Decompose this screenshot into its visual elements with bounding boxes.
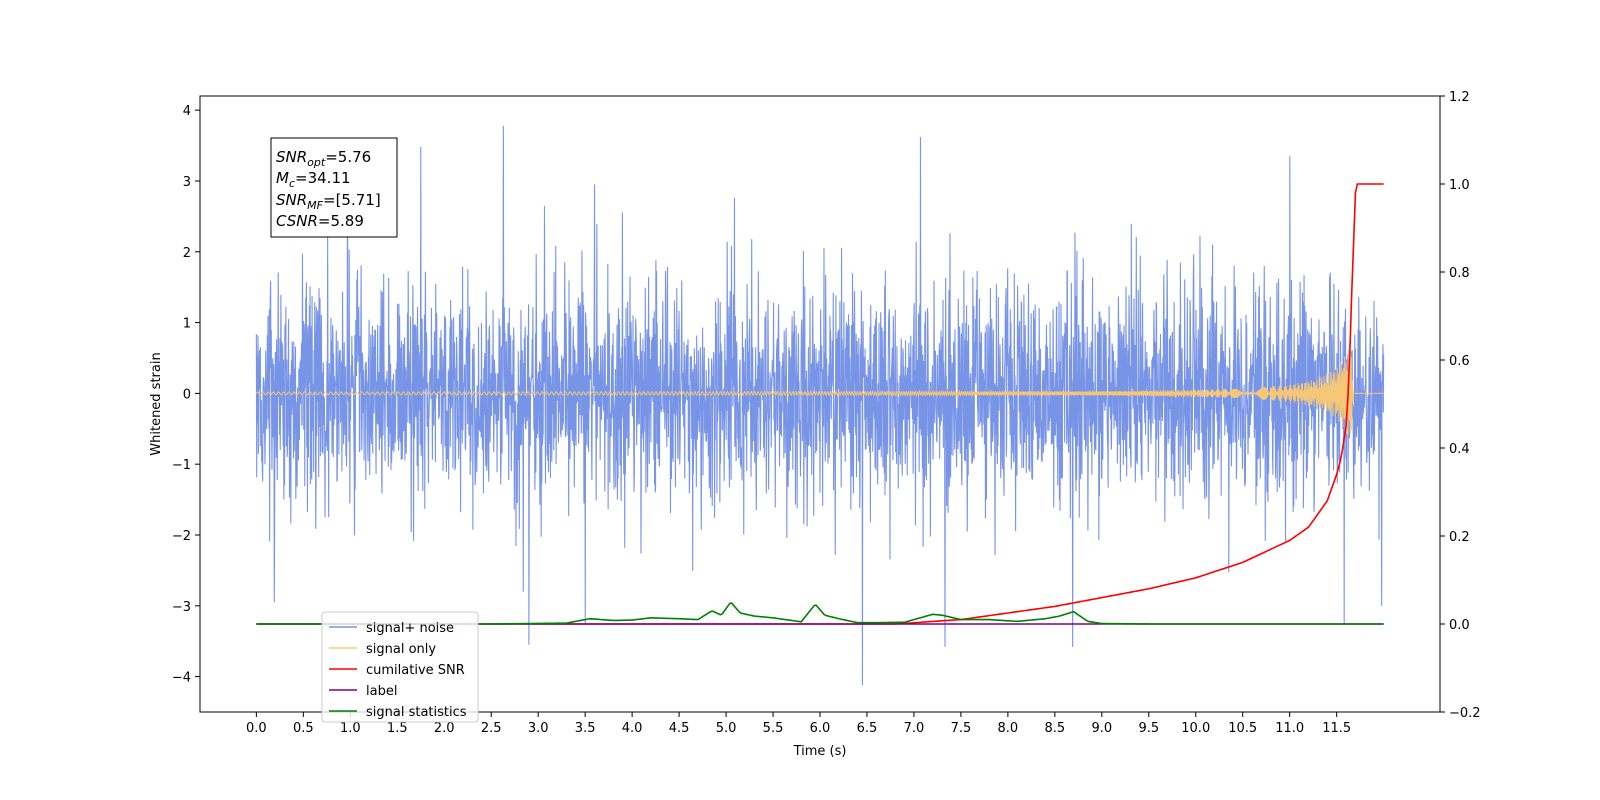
annotation-value: =34.11: [295, 169, 351, 187]
x-tick-label: 10.5: [1228, 721, 1257, 736]
annotation-value: =5.89: [318, 212, 364, 230]
y-tick-label: 2: [183, 246, 191, 261]
y-tick-label: 3: [183, 175, 191, 190]
x-tick-label: 9.0: [1091, 721, 1112, 736]
legend-label: label: [366, 684, 397, 699]
x-tick-label: 1.5: [387, 721, 408, 736]
y-tick-label: 0: [183, 387, 191, 402]
y2-tick-label: 0.6: [1449, 354, 1470, 369]
annotation-symbol: SNR: [276, 148, 307, 166]
legend-label: cumilative SNR: [366, 663, 465, 678]
legend: signal+ noise signal only cumilative SNR la…: [321, 611, 479, 723]
annotation-value: =5.76: [325, 148, 371, 166]
annotation-subscript: opt: [307, 156, 326, 169]
x-tick-label: 11.0: [1275, 721, 1304, 736]
annotation-value: =[5.71]: [323, 191, 381, 209]
x-tick-label: 2.0: [434, 721, 455, 736]
annotation-box: [270, 137, 398, 238]
annotation-subscript: MF: [307, 199, 323, 212]
y2-tick-label: −0.2: [1449, 706, 1481, 721]
x-tick-label: 3.0: [528, 721, 549, 736]
x-tick-label: 5.5: [763, 721, 784, 736]
legend-box: [321, 611, 479, 723]
y-axis-right: 1.2 1.0 0.8 0.6 0.4 0.2 0.0 −0.2: [1440, 90, 1481, 721]
y-axis-label: Whitened strain: [149, 352, 164, 455]
x-tick-label: 6.0: [810, 721, 831, 736]
annotation-line: SNRopt=5.76: [276, 148, 371, 169]
x-tick-label: 8.5: [1045, 721, 1066, 736]
y-axis-left: 4 3 2 1 0 −1 −2 −3 −4: [172, 104, 200, 686]
x-tick-label: 0.5: [293, 721, 314, 736]
x-tick-label: 0.0: [246, 721, 267, 736]
y-tick-label: −4: [172, 671, 191, 686]
x-tick-label: 10.0: [1181, 721, 1210, 736]
y2-tick-label: 1.0: [1449, 178, 1470, 193]
x-tick-label: 1.0: [340, 721, 361, 736]
x-tick-label: 9.5: [1138, 721, 1159, 736]
annotation-line: CSNR=5.89: [276, 212, 364, 230]
x-tick-label: 11.5: [1322, 721, 1351, 736]
series-signal-noise: [255, 125, 1385, 686]
annotation-line: Mc=34.11: [276, 169, 351, 190]
y2-tick-label: 0.4: [1449, 442, 1470, 457]
x-tick-label: 7.5: [951, 721, 972, 736]
y2-tick-label: 0.8: [1449, 266, 1470, 281]
annotation-line: SNRMF=[5.71]: [276, 191, 381, 212]
x-axis-label: Time (s): [793, 744, 847, 759]
y2-tick-label: 0.0: [1449, 618, 1470, 633]
legend-label: signal+ noise: [366, 621, 454, 636]
annotation-symbol: SNR: [276, 191, 307, 209]
series-signal-only: [255, 340, 1384, 436]
x-tick-label: 5.0: [716, 721, 737, 736]
x-tick-label: 6.5: [857, 721, 878, 736]
legend-label: signal statistics: [366, 705, 467, 720]
x-tick-label: 8.0: [998, 721, 1019, 736]
y-tick-label: 4: [183, 104, 191, 119]
y-tick-label: −3: [172, 600, 191, 615]
annotation-subscript: c: [289, 177, 295, 190]
y-tick-label: −1: [172, 458, 191, 473]
annotation-symbol: M: [276, 169, 289, 187]
x-tick-label: 7.0: [904, 721, 925, 736]
legend-label: signal only: [366, 642, 436, 657]
y2-tick-label: 0.2: [1449, 530, 1470, 545]
y-tick-label: 1: [183, 317, 191, 332]
x-tick-label: 4.5: [669, 721, 690, 736]
x-tick-label: 4.0: [622, 721, 643, 736]
x-tick-label: 3.5: [575, 721, 596, 736]
x-tick-label: 2.5: [481, 721, 502, 736]
y2-tick-label: 1.2: [1449, 90, 1470, 105]
annotation-symbol: CSNR: [276, 212, 318, 230]
x-axis: 0.0 0.5 1.0 1.5 2.0 2.5 3.0 3.5 4.0 4.5 5.0 5.5 6.0 6…: [246, 712, 1351, 736]
y-tick-label: −2: [172, 529, 191, 544]
